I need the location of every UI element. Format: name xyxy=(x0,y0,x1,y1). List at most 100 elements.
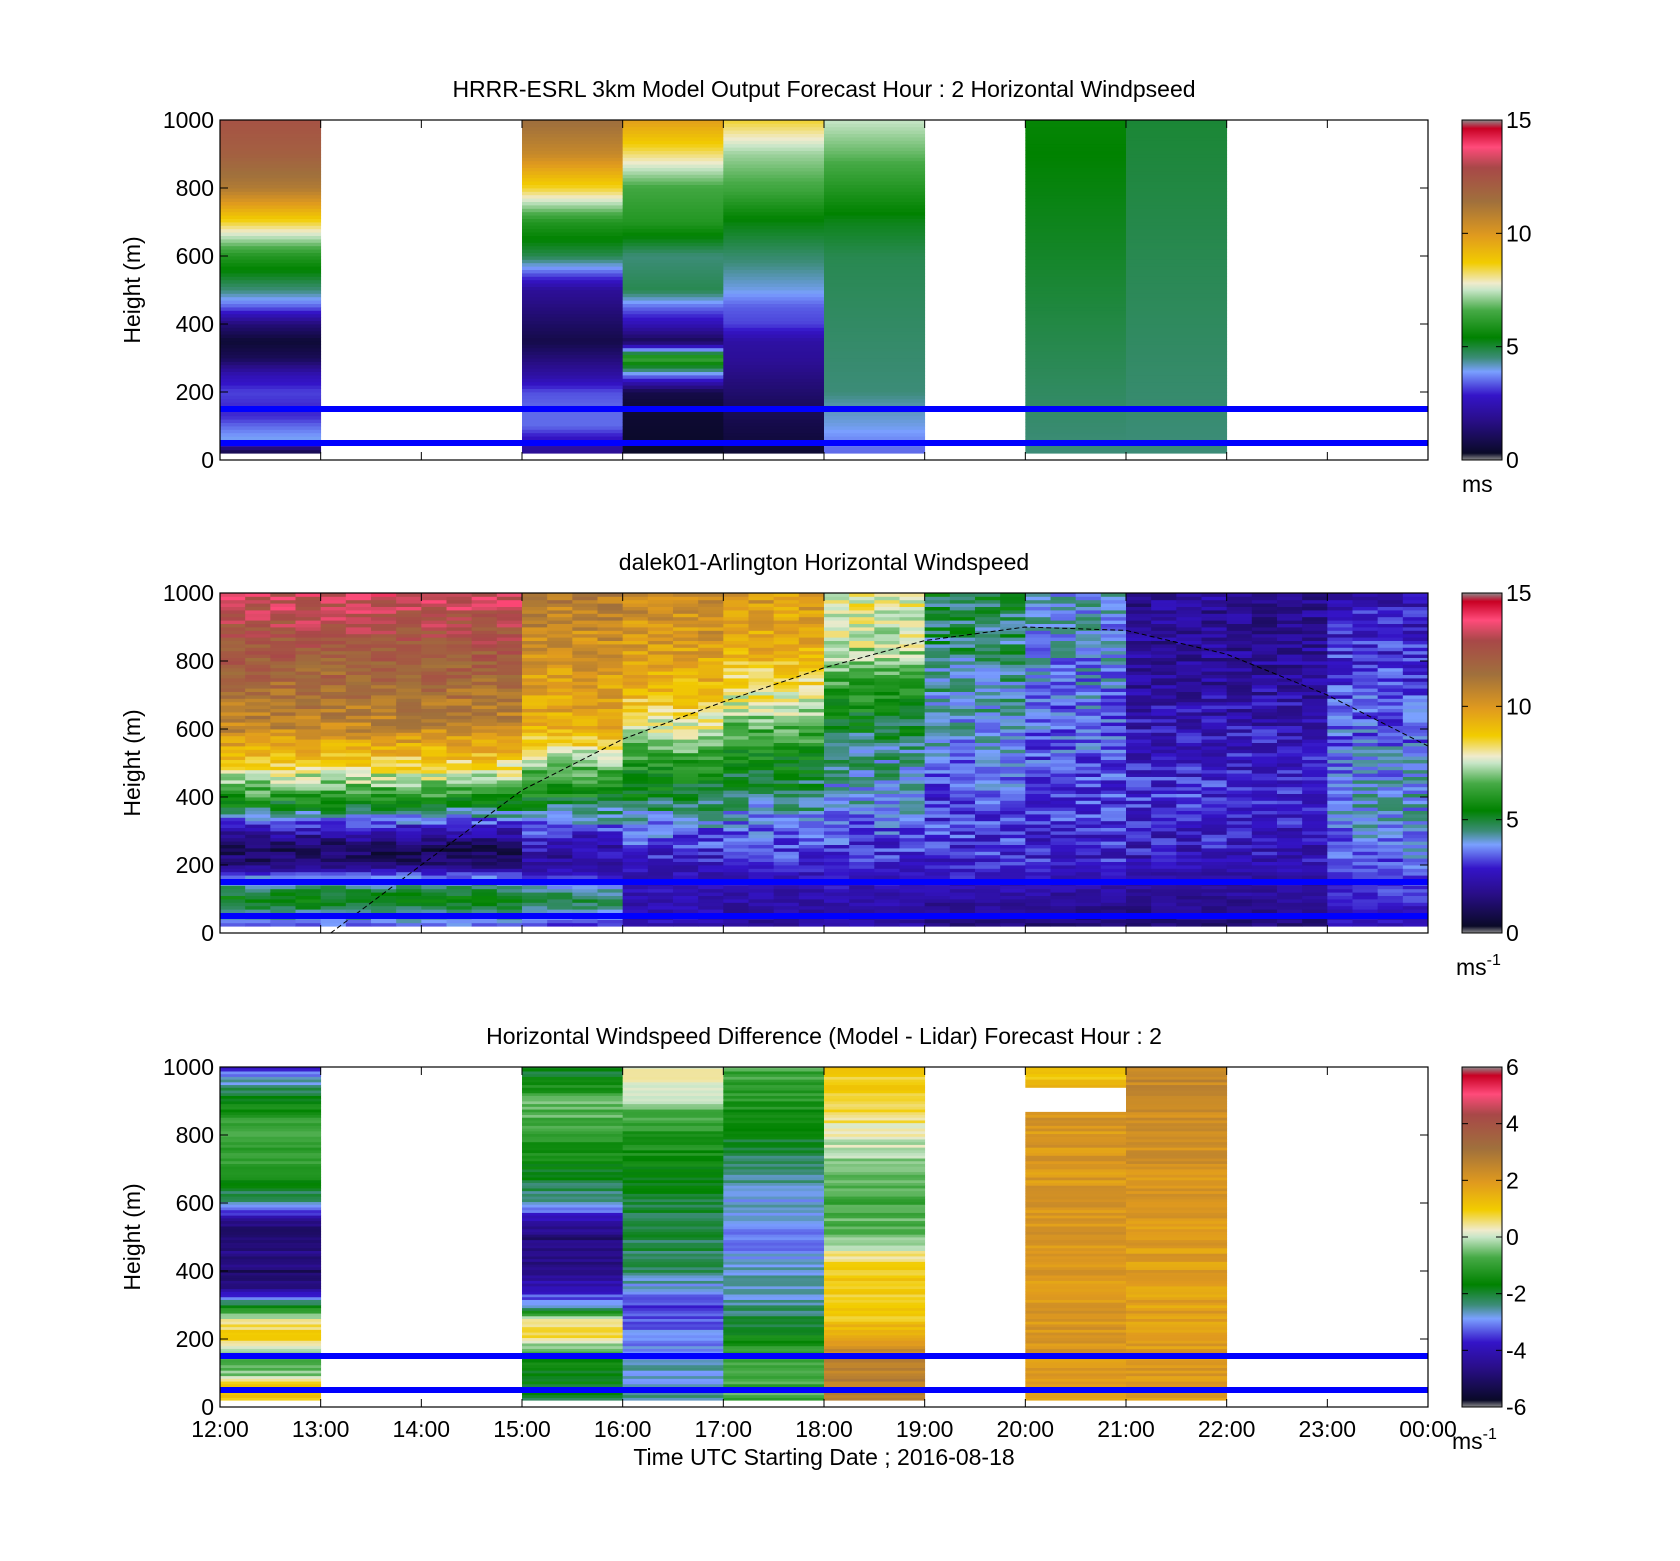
panel-model-cell xyxy=(1025,256,1127,260)
panel-lidar-cell xyxy=(396,654,422,658)
panel-lidar-cell xyxy=(345,722,372,726)
panel-lidar-cell xyxy=(1201,637,1228,641)
panel-lidar-cell xyxy=(572,865,598,869)
panel-lidar-cell xyxy=(345,630,372,635)
panel-lidar-cell xyxy=(924,674,951,679)
panel-lidar-cell xyxy=(647,831,674,835)
panel-lidar-cell xyxy=(220,797,246,801)
panel-lidar-cell xyxy=(949,593,976,597)
panel-lidar-cell xyxy=(698,827,724,832)
panel-model-cell xyxy=(220,320,322,325)
panel-lidar-cell xyxy=(1201,899,1228,903)
panel-lidar-cell xyxy=(1075,769,1102,774)
panel-lidar-cell xyxy=(345,691,372,696)
panel-lidar-cell xyxy=(773,691,800,696)
panel-lidar-cell xyxy=(245,875,271,879)
panel-lidar-cell xyxy=(673,807,699,811)
panel-lidar-cell xyxy=(345,831,372,835)
panel-lidar-cell xyxy=(798,888,825,893)
panel-lidar-cell xyxy=(949,681,976,686)
panel-lidar-cell xyxy=(446,790,473,794)
panel-lidar-cell xyxy=(245,599,271,604)
panel-lidar-cell xyxy=(824,871,850,876)
panel-lidar-cell xyxy=(396,749,422,754)
panel-lidar-cell xyxy=(547,766,573,771)
panel-lidar-cell xyxy=(597,851,624,856)
panel-lidar-cell xyxy=(849,593,875,597)
panel-lidar-cell xyxy=(245,861,271,866)
panel-lidar-cell xyxy=(1251,756,1278,760)
panel-lidar-cell xyxy=(396,780,422,784)
panel-model: HRRR-ESRL 3km Model Output Forecast Hour… xyxy=(119,76,1532,497)
panel-lidar-cell xyxy=(748,715,775,720)
panel-model-cell xyxy=(1126,334,1228,338)
panel-lidar-cell xyxy=(295,749,322,754)
panel-model-cell xyxy=(1025,154,1127,158)
panel-lidar-cell xyxy=(295,831,322,835)
panel-lidar-cell xyxy=(270,627,296,631)
panel-lidar-cell xyxy=(1201,892,1228,896)
panel-lidar-cell xyxy=(1126,895,1152,900)
panel-lidar-cell xyxy=(949,763,976,767)
panel-model-cell xyxy=(220,446,322,451)
panel-lidar-cell xyxy=(1126,596,1152,601)
panel-lidar-cell xyxy=(245,729,271,733)
panel-lidar-cell xyxy=(1000,593,1026,597)
panel-lidar-cell xyxy=(1176,701,1202,706)
panel-lidar-cell xyxy=(371,691,397,696)
panel-lidar-cell xyxy=(1126,820,1152,825)
panel-lidar-cell xyxy=(849,902,875,907)
panel-lidar-cell xyxy=(798,756,825,760)
panel-lidar-cell xyxy=(773,681,800,686)
panel-lidar-cell xyxy=(1126,817,1152,822)
panel-lidar-cell xyxy=(471,633,498,638)
panel-lidar-cell xyxy=(572,664,598,669)
panel-lidar-cell xyxy=(1226,773,1253,777)
panel-lidar-cell xyxy=(446,875,473,879)
panel-lidar-cell xyxy=(975,627,1001,631)
panel-lidar-cell xyxy=(1000,640,1026,645)
panel-lidar-cell xyxy=(547,824,573,828)
panel-model-cell xyxy=(622,208,724,213)
panel-lidar-cell xyxy=(245,671,271,675)
panel-lidar-cell xyxy=(522,725,548,730)
panel-lidar-cell xyxy=(1050,875,1077,879)
panel-lidar-cell xyxy=(949,610,976,614)
panel-lidar-cell xyxy=(1100,766,1127,771)
panel-model-cell xyxy=(522,330,624,335)
panel-model-cell xyxy=(622,286,724,291)
panel-lidar-cell xyxy=(849,661,875,665)
panel-lidar-cell xyxy=(320,678,347,682)
panel-lidar-cell xyxy=(471,803,498,808)
panel-lidar-cell xyxy=(1277,871,1303,876)
panel-lidar-cell xyxy=(723,851,749,856)
panel-lidar-cell xyxy=(1025,667,1051,672)
panel-lidar-cell xyxy=(547,664,573,669)
panel-lidar-cell xyxy=(220,827,246,832)
panel-model-cell xyxy=(723,225,825,230)
panel-model-cell xyxy=(1025,171,1127,175)
panel-lidar-cell xyxy=(673,854,699,859)
panel-model-cell xyxy=(824,317,926,321)
panel-lidar-cell xyxy=(597,630,624,635)
panel-lidar-cell xyxy=(1100,820,1127,825)
panel-model-cell xyxy=(1025,296,1127,301)
panel-lidar-cell xyxy=(496,810,523,815)
panel-model-cell xyxy=(723,354,825,359)
panel-lidar-cell xyxy=(496,640,523,645)
panel-lidar-cell xyxy=(849,807,875,811)
panel-lidar-cell xyxy=(471,627,498,631)
panel-lidar-cell xyxy=(245,841,271,845)
panel-lidar-cell xyxy=(220,854,246,859)
panel-lidar-cell xyxy=(1151,661,1177,665)
panel-lidar-cell xyxy=(295,620,322,624)
panel-lidar-cell xyxy=(1226,824,1253,828)
panel-lidar-cell xyxy=(421,705,447,709)
panel-lidar-cell xyxy=(522,861,548,866)
panel-lidar-cell xyxy=(446,627,473,631)
panel-lidar-cell xyxy=(622,647,649,652)
panel-lidar-cell xyxy=(547,718,573,723)
panel-lidar-cell xyxy=(597,640,624,645)
panel-lidar-cell xyxy=(471,919,498,924)
panel-lidar-cell xyxy=(1025,919,1051,924)
